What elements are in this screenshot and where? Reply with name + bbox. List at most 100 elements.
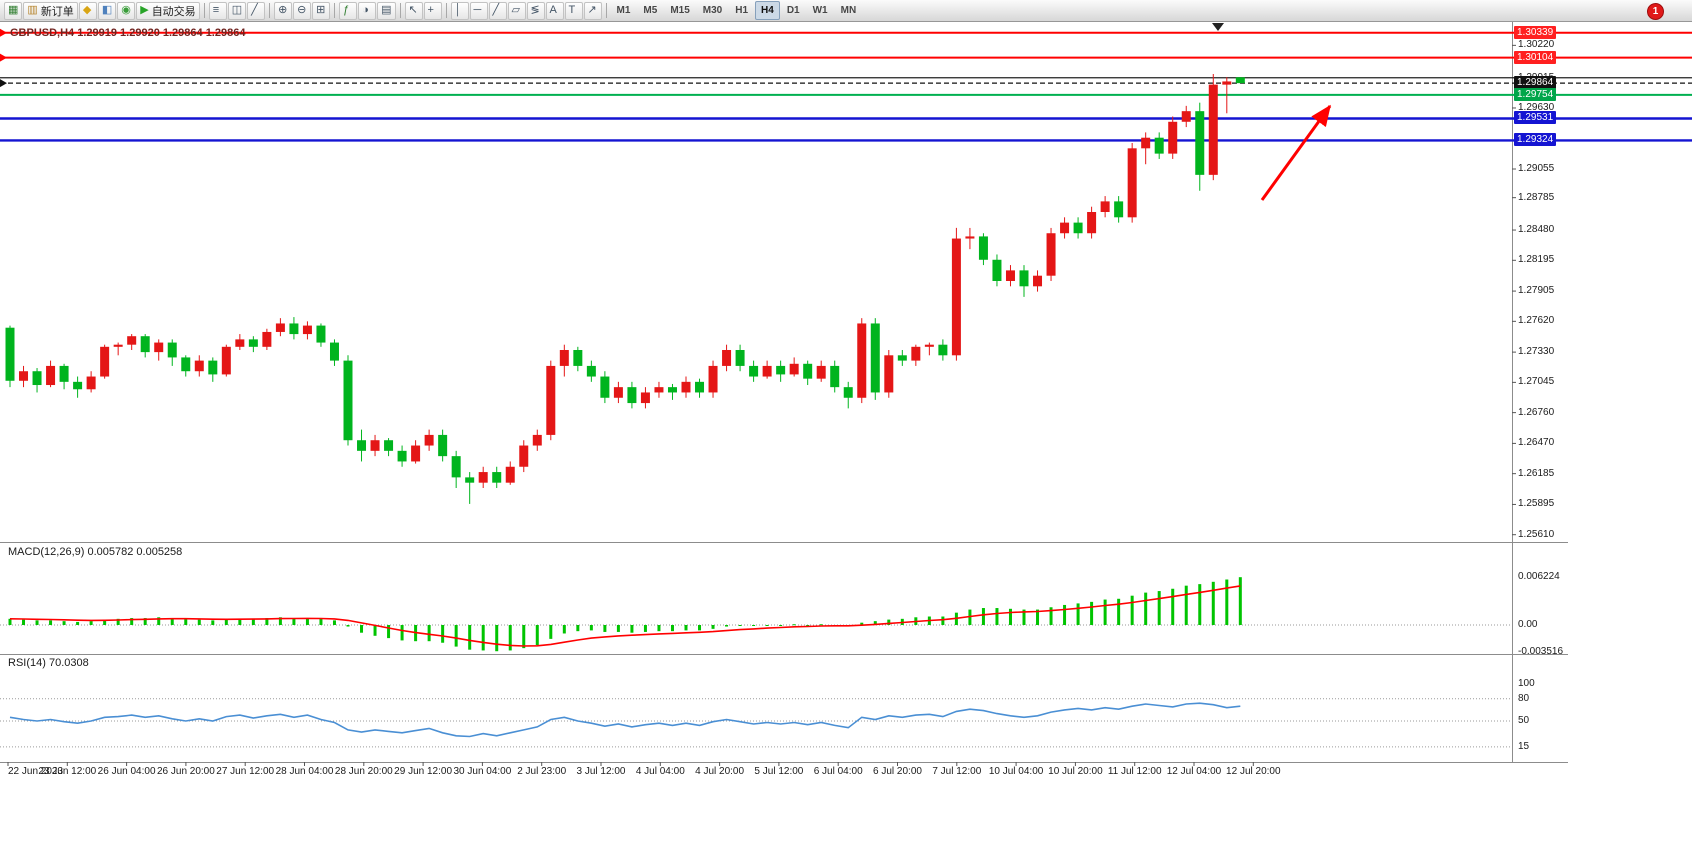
price-level-badge: 1.29864 xyxy=(1514,76,1557,90)
macd-bar xyxy=(657,625,661,632)
macd-bar xyxy=(549,625,553,639)
hline-left-marker xyxy=(0,53,7,62)
macd-bar xyxy=(116,618,120,625)
text-button[interactable]: A xyxy=(545,1,564,20)
candle xyxy=(1100,196,1110,218)
macd-bar xyxy=(887,619,891,625)
macd-bar xyxy=(589,625,593,631)
macd-panel xyxy=(0,577,1512,652)
arrows-tool-button[interactable]: ↗ xyxy=(583,1,602,20)
time-axis-label: 10 Jul 04:00 xyxy=(988,766,1044,777)
chart-title: GBPUSD,H4 1.29919 1.29920 1.29864 1.2986… xyxy=(10,27,246,39)
timeframe-m5[interactable]: M5 xyxy=(643,5,658,16)
candle xyxy=(1181,105,1191,128)
macd-bar xyxy=(522,625,526,649)
macd-axis-label: 0.006224 xyxy=(1518,571,1560,582)
timeframe-m30[interactable]: M30 xyxy=(702,5,723,16)
macd-bar xyxy=(427,625,431,642)
indicators-button[interactable]: ƒ xyxy=(339,1,358,20)
crosshair-button[interactable]: + xyxy=(423,1,442,20)
candle xyxy=(73,376,83,398)
macd-bar xyxy=(1008,608,1012,625)
time-axis-label: 28 Jun 04:00 xyxy=(275,766,334,777)
chart-annotations[interactable] xyxy=(1212,23,1332,201)
candle xyxy=(302,321,312,340)
candle xyxy=(1005,265,1015,287)
candle xyxy=(843,381,853,409)
macd-bar xyxy=(752,625,756,626)
time-axis-label: 23 Jun 12:00 xyxy=(38,766,97,777)
trend-arrow[interactable] xyxy=(1260,104,1332,201)
navigator-button[interactable]: ◉ xyxy=(117,1,136,20)
vertical-line-icon: │ xyxy=(454,4,462,16)
macd-bar xyxy=(292,618,296,625)
bar-chart-mode-button[interactable]: ≡ xyxy=(208,1,227,20)
time-axis-label: 10 Jul 20:00 xyxy=(1048,766,1103,777)
macd-bar xyxy=(387,625,391,639)
price-axis-label: 1.27045 xyxy=(1518,376,1555,388)
macd-bar xyxy=(1117,598,1121,625)
auto-trading-label: 自动交易 xyxy=(151,5,196,18)
trendline-icon: ╱ xyxy=(492,4,500,16)
templates-button[interactable]: ▤ xyxy=(377,1,396,20)
timeframe-h4[interactable]: H4 xyxy=(755,1,780,20)
periods-button[interactable]: ◑ xyxy=(358,1,377,20)
candle xyxy=(1168,116,1178,159)
candle xyxy=(127,334,137,350)
new-order-button[interactable]: ▥ 新订单 xyxy=(23,1,78,20)
vertical-line-button[interactable]: │ xyxy=(450,1,469,20)
horizontal-line-button[interactable]: ─ xyxy=(469,1,488,20)
notification-badge[interactable]: 1 xyxy=(1647,3,1664,20)
cursor-button[interactable]: ↖ xyxy=(404,1,423,20)
candle xyxy=(559,344,569,377)
horizontal-lines[interactable] xyxy=(0,28,1692,142)
timeframe-mn[interactable]: MN xyxy=(840,5,857,16)
tile-windows-button[interactable]: ⊞ xyxy=(312,1,331,20)
timeframe-w1[interactable]: W1 xyxy=(812,5,828,16)
price-axis-label: 1.28480 xyxy=(1518,224,1555,236)
bar-chart-mode-icon: ≡ xyxy=(212,4,220,16)
candle xyxy=(681,376,691,398)
timeframe-d1[interactable]: D1 xyxy=(786,5,800,16)
time-axis-label: 4 Jul 04:00 xyxy=(635,766,685,777)
candlesticks xyxy=(5,74,1245,504)
macd-bar xyxy=(1198,584,1202,625)
auto-trading-button[interactable]: ▶ 自动交易 xyxy=(136,1,200,20)
market-watch-button[interactable]: ◆ xyxy=(78,1,97,20)
candle xyxy=(32,368,42,393)
trendline-button[interactable]: ╱ xyxy=(488,1,507,20)
timeframe-m15[interactable]: M15 xyxy=(670,5,690,16)
line-chart-mode-button[interactable]: ╱ xyxy=(247,1,266,20)
zoom-out-button[interactable]: ⊖ xyxy=(293,1,312,20)
new-order-label: 新订单 xyxy=(40,5,74,18)
text-label-button[interactable]: T xyxy=(564,1,583,20)
rsi-axis-label: 50 xyxy=(1518,715,1530,726)
macd-bar xyxy=(49,620,53,625)
toolbar-separator xyxy=(399,3,401,18)
new-chart-button[interactable]: ▦ xyxy=(4,1,23,20)
macd-bar xyxy=(454,625,458,647)
candle xyxy=(357,429,367,462)
fibonacci-button[interactable]: ≶ xyxy=(526,1,545,20)
timeframe-h1[interactable]: H1 xyxy=(735,5,749,16)
timeframe-m1[interactable]: M1 xyxy=(616,5,631,16)
cursor-icon: ↖ xyxy=(408,4,418,16)
macd-bar xyxy=(278,617,282,625)
data-window-icon: ◧ xyxy=(101,4,113,16)
candle xyxy=(19,365,29,388)
data-window-button[interactable]: ◧ xyxy=(97,1,117,20)
macd-bar xyxy=(1103,599,1107,625)
zoom-out-icon: ⊖ xyxy=(297,4,307,16)
equidistant-channel-button[interactable]: ▱ xyxy=(507,1,526,20)
price-axis-label: 1.27620 xyxy=(1518,315,1555,327)
candle xyxy=(708,360,718,398)
price-axis-label: 1.29630 xyxy=(1518,101,1555,113)
candle xyxy=(654,381,664,398)
macd-axis-label: 0.00 xyxy=(1518,619,1538,630)
shift-end-marker[interactable] xyxy=(1212,23,1224,31)
zoom-in-button[interactable]: ⊕ xyxy=(274,1,293,20)
time-axis-label: 30 Jun 04:00 xyxy=(453,766,512,777)
tile-windows-icon: ⊞ xyxy=(316,4,326,16)
candlestick-mode-button[interactable]: ◫ xyxy=(227,1,247,20)
